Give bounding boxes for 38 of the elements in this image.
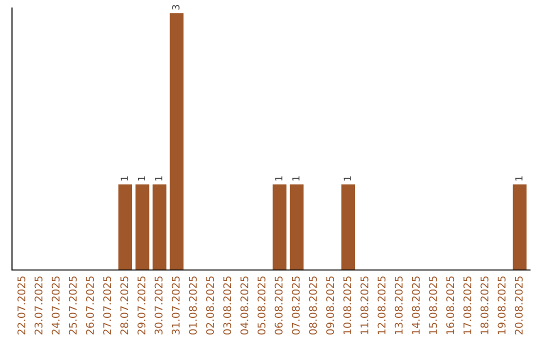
data-label: 1 [515, 176, 522, 181]
x-tick-label: 01.08.2025 [188, 276, 197, 335]
x-tick-label: 12.08.2025 [378, 276, 386, 334]
data-label: 1 [275, 176, 282, 181]
x-tick-label: 16.08.2025 [446, 276, 454, 334]
data-label: 1 [138, 176, 146, 181]
x-tick-label: 25.07.2025 [68, 276, 77, 334]
x-tick-label: 30.07.2025 [154, 276, 163, 334]
x-tick-label: 31.07.2025 [172, 276, 180, 334]
x-tick-label: 11.08.2025 [360, 276, 368, 334]
x-tick-label: 09.08.2025 [326, 276, 334, 335]
x-tick-label: 28.07.2025 [120, 276, 128, 334]
x-tick-label: 08.08.2025 [309, 276, 317, 335]
data-label: 3 [172, 4, 180, 10]
x-tick-label: 02.08.2025 [206, 276, 214, 335]
x-tick-label: 13.08.2025 [394, 276, 403, 334]
x-tick-label: 14.08.2025 [412, 276, 420, 334]
data-label: 1 [292, 176, 300, 181]
data-label: 1 [120, 176, 128, 181]
x-tick-label: 10.08.2025 [343, 276, 352, 334]
x-tick-label: 20.08.2025 [514, 276, 523, 334]
x-tick-label: 03.08.2025 [223, 276, 232, 335]
x-tick-label: 19.08.2025 [498, 276, 506, 334]
x-tick-label: 15.08.2025 [429, 276, 437, 334]
x-tick-label: 06.08.2025 [274, 276, 283, 335]
x-tick-label: 24.07.2025 [52, 276, 60, 334]
x-tick-label: 22.07.2025 [17, 276, 26, 334]
x-tick-label: 23.07.2025 [34, 276, 42, 334]
data-label: 1 [155, 176, 162, 181]
x-tick-label: 27.07.2025 [103, 276, 112, 334]
x-tick-label: 29.07.2025 [138, 276, 146, 334]
x-tick-label: 05.08.2025 [258, 276, 266, 335]
x-tick-label: 17.08.2025 [463, 276, 472, 334]
x-tick-label: 07.08.2025 [292, 276, 300, 335]
data-label: 1 [344, 176, 351, 181]
x-tick-label: 18.08.2025 [480, 276, 488, 334]
x-tick-label: 04.08.2025 [240, 276, 248, 335]
x-tick-label: 26.07.2025 [86, 276, 94, 334]
